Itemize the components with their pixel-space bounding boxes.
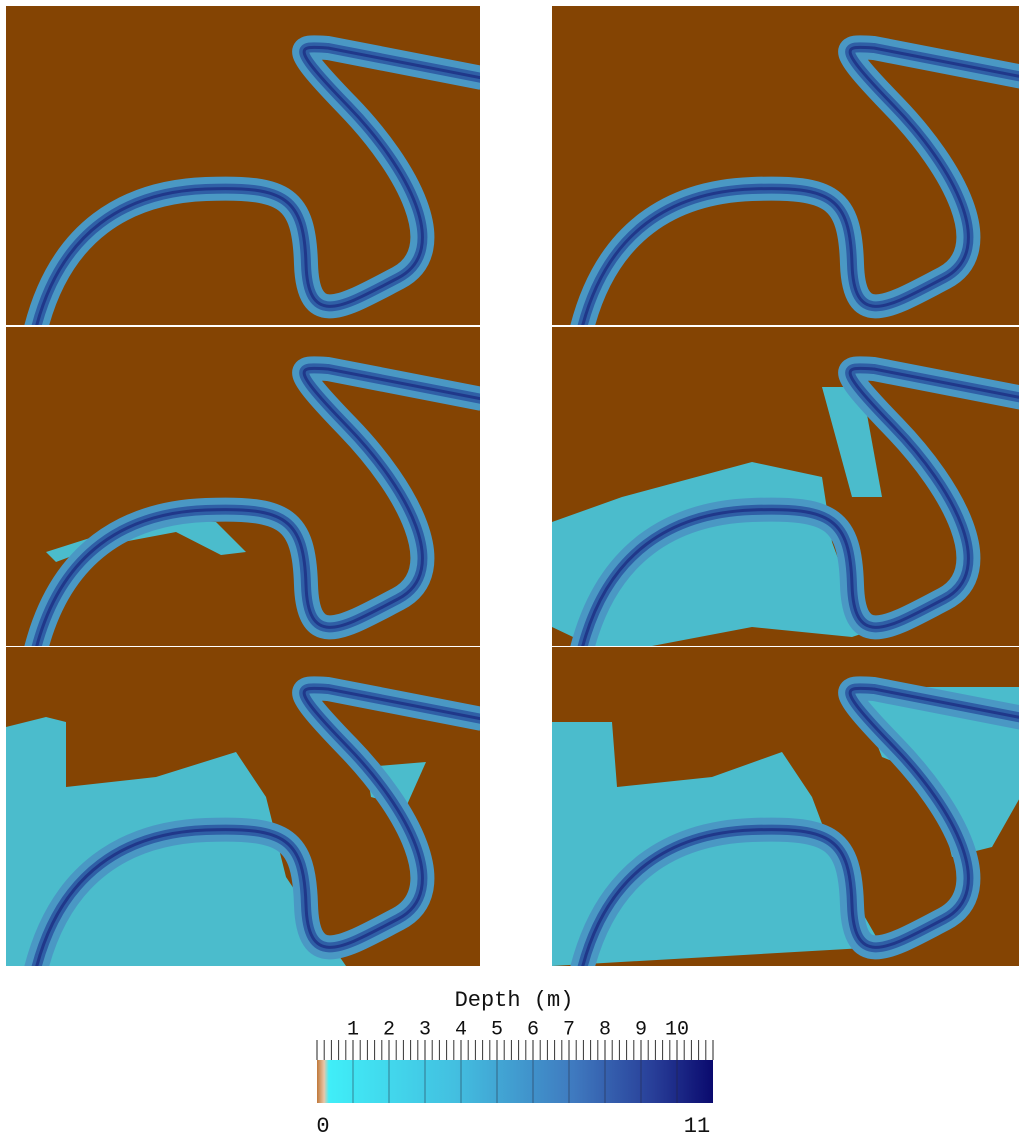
range-label: 11 xyxy=(684,1114,710,1137)
colorbar xyxy=(317,1060,713,1103)
tick-label: 5 xyxy=(491,1018,503,1041)
map-panel xyxy=(6,6,482,328)
map-panel xyxy=(6,327,482,649)
tick-label: 10 xyxy=(665,1018,689,1041)
map-panel xyxy=(6,647,482,969)
map-content xyxy=(6,647,482,969)
tick-label: 7 xyxy=(563,1018,575,1041)
range-label: 0 xyxy=(316,1114,329,1137)
figure: Depth (m) 1 2 3 4 5 6 7 8 9 10 0 11 xyxy=(0,0,1019,1137)
map-panel xyxy=(552,6,1019,328)
map-content xyxy=(552,327,1019,649)
tick-label: 2 xyxy=(383,1018,395,1041)
map-content xyxy=(552,6,1019,328)
map-content xyxy=(552,647,1019,969)
tick-label: 3 xyxy=(419,1018,431,1041)
tick-label: 9 xyxy=(635,1018,647,1041)
colorbar-title: Depth (m) xyxy=(455,988,574,1013)
tick-label: 6 xyxy=(527,1018,539,1041)
map-content xyxy=(6,6,482,328)
map-panel xyxy=(552,327,1019,649)
map-panel xyxy=(552,647,1019,969)
map-panels xyxy=(6,6,1019,969)
tick-label: 8 xyxy=(599,1018,611,1041)
tick-label: 4 xyxy=(455,1018,467,1041)
map-content xyxy=(6,327,482,649)
tick-label: 1 xyxy=(347,1018,359,1041)
